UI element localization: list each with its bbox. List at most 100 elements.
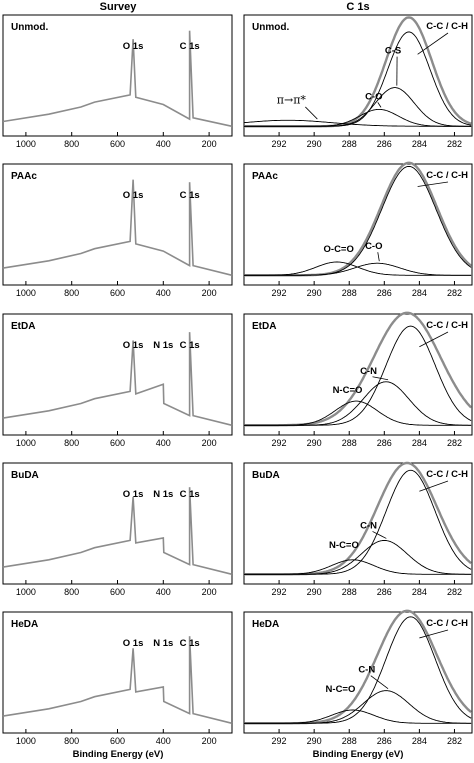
survey-spectrum-line xyxy=(2,332,233,427)
x-tick-label: 1000 xyxy=(16,438,36,448)
x-tick-label: 292 xyxy=(272,288,287,298)
leader-line xyxy=(377,252,380,262)
x-tick-label: 1000 xyxy=(16,736,36,746)
leader-line xyxy=(372,531,387,539)
panel-frame xyxy=(243,611,473,734)
x-tick-label: 290 xyxy=(307,288,322,298)
x-tick-label: 200 xyxy=(202,587,217,597)
peak-label-pi-pi-star: π→π* xyxy=(277,93,307,106)
peak-label-c-n: C-N xyxy=(358,665,375,676)
c1s-panel-buda: 292 290 288 286 284 282 BuDA N-C=OC-N C-C / C-H xyxy=(243,461,473,597)
leader-line xyxy=(417,32,449,55)
panel-frame xyxy=(243,163,473,286)
sample-label: HeDA xyxy=(11,619,38,630)
panel-frame xyxy=(2,14,233,137)
peak-label-n-1s: N 1s xyxy=(153,340,173,351)
leader-line xyxy=(419,331,449,348)
x-tick-label: 290 xyxy=(307,438,322,448)
x-tick-label: 290 xyxy=(307,736,322,746)
peak-label-o-1s: O 1s xyxy=(123,41,144,52)
panel-frame xyxy=(243,313,473,436)
panel-frame xyxy=(243,14,473,137)
fit-component-c-c-c-h xyxy=(244,31,472,127)
x-tick-label: 400 xyxy=(156,438,171,448)
x-tick-label: 286 xyxy=(377,587,392,597)
x-tick-label: 800 xyxy=(64,139,79,149)
survey-panel-heda: 1000 800 600 400 200 HeDA O 1s N 1s C 1s xyxy=(2,611,233,746)
sample-label: Unmod. xyxy=(11,22,48,33)
leader-line xyxy=(377,102,382,108)
survey-spectrum-line xyxy=(2,179,233,277)
fit-component-n-c-o xyxy=(244,400,472,426)
x-tick-label: 600 xyxy=(110,736,125,746)
c1s-panel-paac: 292 290 288 286 284 282 PAAc O-C=O C-O C-C / C-H xyxy=(243,161,473,298)
x-tick-label: 400 xyxy=(156,139,171,149)
leader-line xyxy=(417,181,449,187)
x-tick-label: 200 xyxy=(202,288,217,298)
survey-spectrum-line xyxy=(2,487,233,576)
peak-label-c-o: C-O xyxy=(365,241,382,252)
x-tick-label: 290 xyxy=(307,587,322,597)
x-tick-label: 286 xyxy=(377,736,392,746)
x-tick-label: 284 xyxy=(412,288,427,298)
peak-label-n-c-o: N-C=O xyxy=(326,684,356,695)
x-tick-label: 284 xyxy=(412,139,427,149)
x-tick-label: 400 xyxy=(156,587,171,597)
x-tick-label: 400 xyxy=(156,288,171,298)
c1s-panel-unmod: 292 290 288 286 284 282 Unmod. π→π* C-O C-S C-C / … xyxy=(243,14,473,149)
peak-label-c-c-c-h: C-C / C-H xyxy=(426,618,468,629)
c1s-panel-etda: 292 290 288 286 284 282 EtDA N-C=O C-N C-C / C-H xyxy=(243,311,473,448)
x-tick-label: 200 xyxy=(202,139,217,149)
peak-label-c-1s: C 1s xyxy=(180,41,200,52)
x-tick-label: 290 xyxy=(307,139,322,149)
peak-label-o-c-o: O-C=O xyxy=(324,244,354,255)
x-tick-label: 282 xyxy=(447,438,462,448)
fit-component-o-c-o xyxy=(244,261,472,276)
peak-label-n-c-o: N-C=O xyxy=(333,385,363,396)
peak-label-o-1s: O 1s xyxy=(123,489,144,500)
leader-line xyxy=(419,629,449,639)
leader-line xyxy=(372,376,389,381)
survey-panel-unmod: 1000 800 600 400 200 Unmod. O 1s C 1s xyxy=(2,14,233,149)
peak-label-c-c-c-h: C-C / C-H xyxy=(426,320,468,331)
sample-label: BuDA xyxy=(252,470,280,481)
peak-label-c-1s: C 1s xyxy=(180,190,200,201)
x-tick-label: 284 xyxy=(412,438,427,448)
c1s-panel-heda: 292 290 288 286 284 282 HeDA N-C=OC-N C-C / C-H xyxy=(243,609,473,746)
peak-label-n-1s: N 1s xyxy=(153,638,173,649)
peak-label-c-c-c-h: C-C / C-H xyxy=(426,170,468,181)
fit-component-pi-pi-star xyxy=(243,119,472,127)
sample-label: EtDA xyxy=(11,321,35,332)
fit-component-c-c-c-h xyxy=(244,165,472,276)
fit-component-n-c-o xyxy=(244,559,472,575)
x-tick-label: 284 xyxy=(412,587,427,597)
peak-label-c-o: C-O xyxy=(365,91,382,102)
x-tick-label: 282 xyxy=(447,139,462,149)
peak-label-n-1s: N 1s xyxy=(153,489,173,500)
c1s-x-axis-title: Binding Energy (eV) xyxy=(313,749,404,760)
x-tick-label: 284 xyxy=(412,736,427,746)
peak-label-o-1s: O 1s xyxy=(123,638,144,649)
x-tick-label: 292 xyxy=(272,587,287,597)
fit-component-c-o xyxy=(244,262,472,276)
x-tick-label: 286 xyxy=(377,288,392,298)
x-tick-label: 200 xyxy=(202,438,217,448)
x-tick-label: 288 xyxy=(342,736,357,746)
x-tick-label: 282 xyxy=(447,736,462,746)
leader-line xyxy=(419,480,449,492)
survey-spectrum-line xyxy=(2,636,233,725)
survey-x-axis-title: Binding Energy (eV) xyxy=(73,749,164,760)
sample-label: PAAc xyxy=(11,171,37,182)
x-tick-label: 600 xyxy=(110,288,125,298)
x-tick-label: 288 xyxy=(342,587,357,597)
survey-panel-buda: 1000 800 600 400 200 BuDA O 1s N 1s C 1s xyxy=(2,462,233,597)
survey-panel-paac: 1000 800 600 400 200 PAAc O 1s C 1s xyxy=(2,163,233,298)
x-tick-label: 282 xyxy=(447,288,462,298)
x-tick-label: 800 xyxy=(64,736,79,746)
x-tick-label: 288 xyxy=(342,139,357,149)
peak-label-n-c-o: N-C=O xyxy=(329,540,359,551)
x-tick-label: 1000 xyxy=(16,139,36,149)
survey-panel-etda: 1000 800 600 400 200 EtDA O 1s N 1s C 1s xyxy=(2,313,233,448)
panel-frame xyxy=(243,462,473,585)
